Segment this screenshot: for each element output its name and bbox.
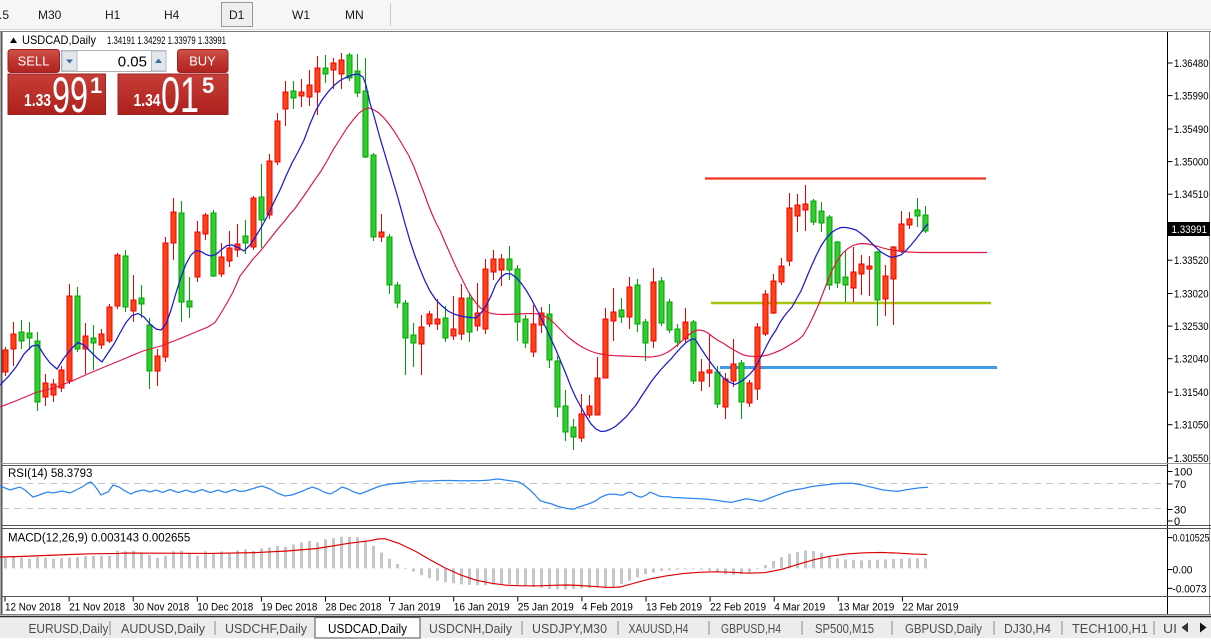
svg-text:UI: UI [1163, 622, 1177, 636]
svg-text:100: 100 [1174, 467, 1192, 479]
svg-text:5: 5 [202, 73, 214, 98]
svg-text:1.31540: 1.31540 [1174, 387, 1209, 399]
svg-text:BUY: BUY [189, 54, 216, 69]
svg-text:0: 0 [1174, 516, 1180, 528]
svg-text:USDCNH,Daily: USDCNH,Daily [429, 622, 513, 636]
svg-text:7 Jan 2019: 7 Jan 2019 [390, 602, 441, 614]
svg-text:1.35990: 1.35990 [1174, 91, 1209, 103]
svg-text:1.33520: 1.33520 [1174, 255, 1209, 267]
svg-text:1: 1 [90, 73, 102, 98]
svg-text:01: 01 [161, 67, 199, 123]
svg-text:21 Nov 2018: 21 Nov 2018 [69, 602, 125, 614]
svg-text:USDJPY,M30: USDJPY,M30 [532, 622, 607, 636]
svg-text:1.30550: 1.30550 [1174, 453, 1209, 465]
svg-text:-0.0073: -0.0073 [1173, 583, 1207, 595]
svg-text:25 Jan 2019: 25 Jan 2019 [518, 602, 574, 614]
svg-text:22 Mar 2019: 22 Mar 2019 [902, 602, 958, 614]
svg-text:1.32530: 1.32530 [1174, 321, 1209, 333]
svg-text:13 Mar 2019: 13 Mar 2019 [838, 602, 894, 614]
svg-text:USDCHF,Daily: USDCHF,Daily [225, 622, 308, 636]
svg-text:22 Feb 2019: 22 Feb 2019 [710, 602, 766, 614]
svg-text:H1: H1 [105, 8, 121, 22]
svg-text:1.33991: 1.33991 [1172, 224, 1208, 236]
svg-text:16 Jan 2019: 16 Jan 2019 [454, 602, 510, 614]
svg-text:1.31050: 1.31050 [1174, 420, 1209, 432]
svg-text:MN: MN [345, 8, 364, 22]
svg-text:28 Dec 2018: 28 Dec 2018 [326, 602, 382, 614]
svg-text:.5: .5 [0, 8, 9, 22]
svg-text:1.34: 1.34 [134, 90, 161, 110]
svg-text:0.05: 0.05 [118, 54, 147, 71]
svg-text:1.35000: 1.35000 [1174, 157, 1209, 169]
svg-text:1.33: 1.33 [24, 90, 51, 110]
svg-text:USDCAD,Daily: USDCAD,Daily [22, 33, 96, 47]
svg-text:1.34191 1.34292 1.33979 1.3399: 1.34191 1.34292 1.33979 1.33991 [107, 35, 226, 47]
svg-text:GBPUSD,H4: GBPUSD,H4 [721, 622, 781, 636]
svg-text:4 Mar 2019: 4 Mar 2019 [774, 602, 825, 614]
svg-text:DJ30,H4: DJ30,H4 [1004, 622, 1051, 636]
svg-text:XAUUSD,H4: XAUUSD,H4 [629, 622, 689, 636]
svg-text:GBPUSD,Daily: GBPUSD,Daily [905, 622, 983, 636]
svg-text:1.34510: 1.34510 [1174, 189, 1209, 201]
svg-text:1.35490: 1.35490 [1174, 124, 1209, 136]
svg-text:0.010525: 0.010525 [1173, 533, 1210, 545]
svg-text:12 Nov 2018: 12 Nov 2018 [5, 602, 61, 614]
svg-text:0.00: 0.00 [1173, 565, 1193, 577]
svg-text:99: 99 [52, 67, 88, 123]
svg-text:4 Feb 2019: 4 Feb 2019 [582, 602, 633, 614]
svg-text:1.33020: 1.33020 [1174, 289, 1209, 301]
svg-text:30 Nov 2018: 30 Nov 2018 [133, 602, 189, 614]
svg-text:EURUSD,Daily: EURUSD,Daily [29, 622, 110, 636]
svg-text:W1: W1 [292, 8, 310, 22]
svg-text:TECH100,H1: TECH100,H1 [1072, 622, 1148, 636]
svg-text:SELL: SELL [18, 54, 50, 69]
svg-text:RSI(14) 58.3793: RSI(14) 58.3793 [8, 468, 92, 480]
svg-text:M30: M30 [38, 8, 62, 22]
svg-text:30: 30 [1174, 505, 1186, 517]
svg-text:SP500,M15: SP500,M15 [815, 622, 874, 636]
svg-text:H4: H4 [164, 8, 180, 22]
svg-text:1.36480: 1.36480 [1174, 58, 1209, 70]
svg-text:MACD(12,26,9) 0.003143 0.00265: MACD(12,26,9) 0.003143 0.002655 [8, 533, 190, 545]
svg-text:19 Dec 2018: 19 Dec 2018 [261, 602, 317, 614]
svg-text:USDCAD,Daily: USDCAD,Daily [328, 622, 408, 636]
svg-text:70: 70 [1174, 479, 1186, 491]
svg-text:D1: D1 [229, 8, 245, 22]
svg-text:1.32040: 1.32040 [1174, 354, 1209, 366]
svg-text:13 Feb 2019: 13 Feb 2019 [646, 602, 702, 614]
svg-text:AUDUSD,Daily: AUDUSD,Daily [121, 622, 206, 636]
svg-text:10 Dec 2018: 10 Dec 2018 [197, 602, 253, 614]
